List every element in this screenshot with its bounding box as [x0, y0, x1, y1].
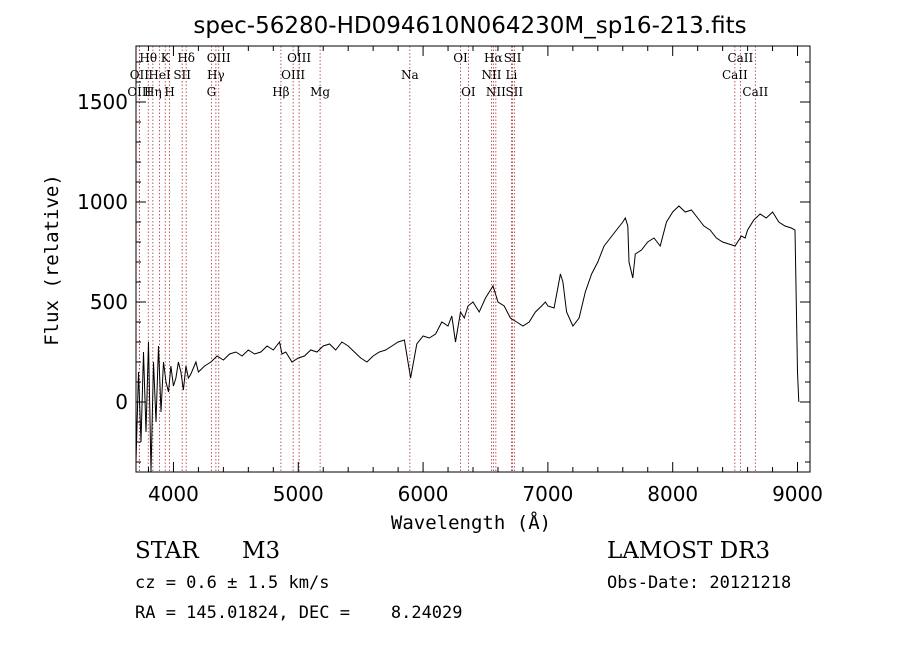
spectral-line-label: NII: [481, 68, 501, 82]
spectral-line-label: OI: [453, 51, 468, 65]
spectral-line-label: Hδ: [177, 51, 195, 65]
spectral-line-label: Li: [506, 68, 518, 82]
spectral-line-label: SII: [504, 51, 522, 65]
spectral-line-label: Hγ: [207, 68, 225, 82]
chart-title: spec-56280-HD094610N064230M_sp16-213.fit…: [193, 13, 746, 39]
spectral-line-label: H: [164, 85, 174, 99]
plot-frame: [135, 45, 811, 473]
x-tick-label: 8000: [647, 482, 698, 506]
x-tick-label: 7000: [522, 482, 573, 506]
x-tick-label: 6000: [398, 482, 449, 506]
spectral-line-label: Hη: [144, 85, 162, 99]
object-subclass: M3: [242, 538, 281, 564]
survey-name: LAMOST DR3: [607, 538, 771, 564]
x-axis-ticks: 4000 5000 6000 7000 8000 9000: [147, 46, 823, 506]
spectral-line-label: HeI: [148, 68, 171, 82]
spectral-line-label: G: [207, 85, 217, 99]
spectral-line-label: K: [161, 51, 171, 65]
spectral-line-label: Mg: [310, 85, 330, 99]
y-tick-label: 500: [90, 290, 128, 314]
spectral-line-label: Hθ: [139, 51, 157, 65]
spectral-line-label: OIII: [287, 51, 311, 65]
x-tick-label: 9000: [772, 482, 823, 506]
spectral-line-label: OIII: [207, 51, 231, 65]
y-axis-ticks: 0 500 1000 1500: [77, 61, 810, 463]
spectral-line-label: NII: [486, 85, 506, 99]
spectral-line-label: Na: [401, 68, 419, 82]
spectral-line-label: CaII: [742, 85, 768, 99]
spectral-line-label: OIII: [281, 68, 305, 82]
spectral-line-label: SII: [505, 85, 523, 99]
coordinates: RA = 145.01824, DEC = 8.24029: [135, 603, 463, 623]
x-axis-label: Wavelength (Å): [391, 511, 551, 534]
spectral-line-label: CaII: [727, 51, 753, 65]
y-tick-label: 0: [115, 390, 128, 414]
x-tick-label: 4000: [148, 482, 199, 506]
spectral-line-label: Hβ: [272, 85, 289, 99]
spectral-line-label: OIII: [127, 85, 151, 99]
observation-date: Obs-Date: 20121218: [607, 573, 792, 593]
spectral-line-label: OII: [130, 68, 150, 82]
spectral-line-label: CaII: [722, 68, 748, 82]
flux-series-line: [135, 205, 800, 473]
object-class: STAR: [135, 538, 199, 564]
y-axis-label: Flux (relative): [41, 174, 63, 346]
spectral-line-label: Hα: [484, 51, 503, 65]
x-tick-label: 5000: [273, 482, 324, 506]
redshift-cz: cz = 0.6 ± 1.5 km/s: [135, 573, 330, 593]
spectral-line-markers: [138, 46, 756, 472]
spectral-line-label: OI: [461, 85, 476, 99]
y-tick-label: 1500: [77, 90, 128, 114]
y-tick-label: 1000: [77, 190, 128, 214]
spectral-line-label: SII: [173, 68, 191, 82]
